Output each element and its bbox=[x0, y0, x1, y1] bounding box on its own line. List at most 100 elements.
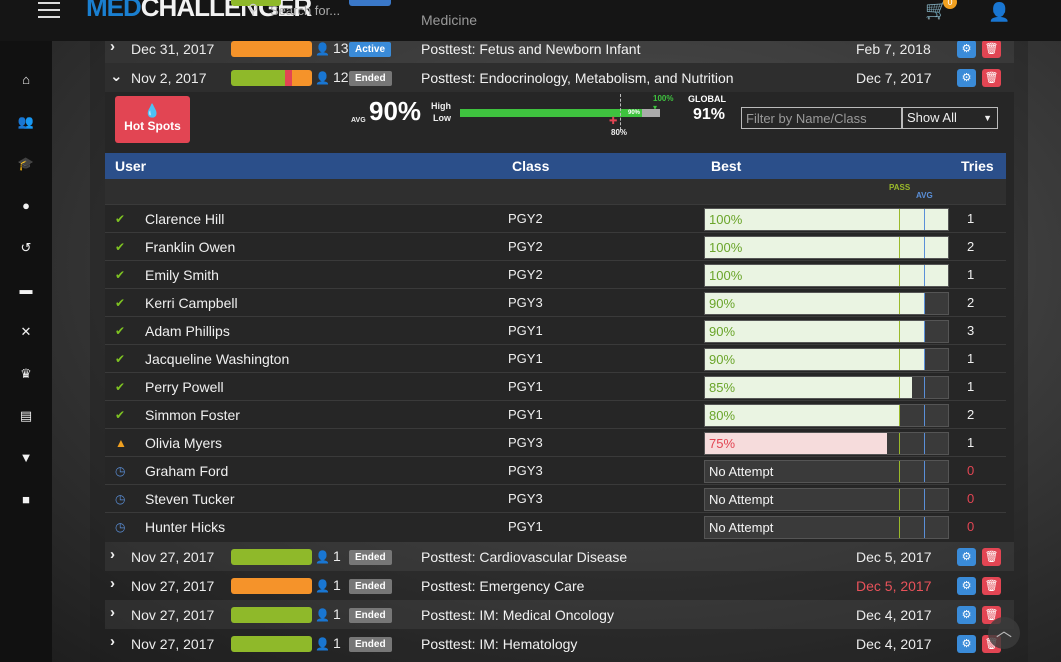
pass-threshold-line bbox=[899, 237, 900, 258]
exam-title[interactable]: Posttest: IM: Medical Oncology bbox=[421, 607, 614, 623]
exam-row[interactable]: › Nov 27, 2017 👤 1 Ended Posttest: IM: Me… bbox=[105, 600, 1014, 629]
user-name[interactable]: Adam Phillips bbox=[145, 323, 230, 339]
exam-row[interactable]: › Nov 27, 2017 👤 1 Ended Posttest: Cardio… bbox=[105, 542, 1014, 571]
delete-trash-button[interactable]: 🗑 bbox=[982, 548, 1001, 566]
user-name[interactable]: Graham Ford bbox=[145, 463, 229, 479]
exam-title[interactable]: Posttest: Fetus and Newborn Infant bbox=[421, 41, 641, 57]
column-user[interactable]: User bbox=[115, 158, 147, 174]
table-row[interactable]: ▲ Olivia Myers PGY3 75% 1 bbox=[105, 428, 1006, 456]
history-icon[interactable]: ↺ bbox=[20, 240, 32, 255]
best-score-bar: No Attempt bbox=[704, 488, 949, 511]
user-account-icon[interactable]: 👤 bbox=[988, 2, 1011, 22]
filter-name-class-input[interactable] bbox=[741, 107, 902, 129]
score-gauge: 90% bbox=[460, 109, 660, 117]
users-icon[interactable]: 👥 bbox=[17, 114, 35, 129]
user-name[interactable]: Olivia Myers bbox=[145, 435, 223, 451]
home-icon[interactable]: ⌂ bbox=[22, 72, 30, 87]
progress-segment bbox=[231, 607, 312, 623]
chevron-right-icon[interactable]: › bbox=[110, 546, 115, 563]
chevron-right-icon[interactable]: › bbox=[110, 604, 115, 621]
exam-due-date: Feb 7, 2018 bbox=[856, 41, 931, 57]
exam-start-date: Nov 27, 2017 bbox=[131, 636, 215, 652]
clipped-row-title: Medicine bbox=[421, 12, 478, 28]
status-badge: Ended bbox=[349, 71, 392, 86]
search-icon[interactable]: ⚲ bbox=[248, 1, 259, 17]
table-row[interactable]: ✔ Franklin Owen PGY2 100% 2 bbox=[105, 232, 1006, 260]
chevron-right-icon[interactable]: › bbox=[110, 38, 115, 55]
table-row[interactable]: ✔ Emily Smith PGY2 100% 1 bbox=[105, 260, 1006, 288]
scroll-to-top-button[interactable]: ︿ bbox=[988, 617, 1020, 649]
participant-count-value: 1 bbox=[332, 606, 341, 622]
table-row[interactable]: ✔ Kerri Campbell PGY3 90% 2 bbox=[105, 288, 1006, 316]
user-name[interactable]: Simmon Foster bbox=[145, 407, 240, 423]
graduation-cap-icon[interactable]: 🎓 bbox=[17, 156, 35, 171]
table-row[interactable]: ◷ Steven Tucker PGY3 No Attempt 0 bbox=[105, 484, 1006, 512]
settings-gear-button[interactable]: ⚙ bbox=[957, 606, 976, 624]
chevron-down-icon[interactable]: ⌄ bbox=[110, 68, 123, 85]
progress-segment bbox=[291, 70, 312, 86]
user-name[interactable]: Kerri Campbell bbox=[145, 295, 238, 311]
exam-title[interactable]: Posttest: Cardiovascular Disease bbox=[421, 549, 628, 565]
user-name[interactable]: Franklin Owen bbox=[145, 239, 236, 255]
delete-trash-button[interactable]: 🗑 bbox=[982, 577, 1001, 595]
exam-start-date: Dec 31, 2017 bbox=[131, 41, 215, 57]
book-icon[interactable]: ▬ bbox=[19, 282, 33, 297]
user-name[interactable]: Jacqueline Washington bbox=[145, 351, 290, 367]
exam-progress-bar bbox=[231, 607, 312, 623]
column-class[interactable]: Class bbox=[512, 158, 550, 174]
newspaper-icon[interactable]: ▤ bbox=[19, 408, 33, 423]
tools-icon[interactable]: ✕ bbox=[20, 324, 32, 339]
show-filter-select[interactable]: Show All ▼ bbox=[902, 107, 998, 129]
user-secret-icon[interactable]: ● bbox=[22, 198, 30, 213]
delete-trash-button[interactable]: 🗑 bbox=[982, 69, 1001, 87]
trophy-icon[interactable]: ♛ bbox=[20, 366, 32, 381]
ambulance-icon[interactable]: ■ bbox=[22, 492, 30, 507]
exam-start-date: Nov 27, 2017 bbox=[131, 549, 215, 565]
settings-gear-button[interactable]: ⚙ bbox=[957, 69, 976, 87]
shopping-cart-icon[interactable]: ▼ bbox=[19, 450, 33, 465]
column-best[interactable]: Best bbox=[711, 158, 742, 174]
user-icon: 👤 bbox=[315, 42, 330, 56]
participant-count: 👤 12 bbox=[315, 69, 349, 85]
settings-gear-button[interactable]: ⚙ bbox=[957, 577, 976, 595]
settings-gear-button[interactable]: ⚙ bbox=[957, 40, 976, 58]
participant-count-value: 1 bbox=[332, 548, 341, 564]
tries-count: 0 bbox=[967, 463, 975, 478]
cart-icon[interactable]: 🛒 bbox=[925, 0, 948, 20]
table-row[interactable]: ✔ Simmon Foster PGY1 80% 2 bbox=[105, 400, 1006, 428]
table-row[interactable]: ✔ Clarence Hill PGY2 100% 1 bbox=[105, 204, 1006, 232]
table-row[interactable]: ✔ Perry Powell PGY1 85% 1 bbox=[105, 372, 1006, 400]
user-icon: 👤 bbox=[315, 608, 330, 622]
menu-icon[interactable] bbox=[38, 2, 60, 23]
table-row[interactable]: ◷ Hunter Hicks PGY1 No Attempt 0 bbox=[105, 512, 1006, 540]
best-score-value: 75% bbox=[709, 436, 736, 451]
table-row[interactable]: ✔ Adam Phillips PGY1 90% 3 bbox=[105, 316, 1006, 344]
user-name[interactable]: Perry Powell bbox=[145, 379, 224, 395]
chevron-right-icon[interactable]: › bbox=[110, 633, 115, 650]
user-class: PGY2 bbox=[508, 267, 543, 282]
user-name[interactable]: Hunter Hicks bbox=[145, 519, 226, 535]
user-name[interactable]: Steven Tucker bbox=[145, 491, 235, 507]
user-name[interactable]: Clarence Hill bbox=[145, 211, 225, 227]
settings-gear-button[interactable]: ⚙ bbox=[957, 548, 976, 566]
hot-spots-button[interactable]: 💧 Hot Spots bbox=[115, 96, 190, 143]
hot-spots-label: Hot Spots bbox=[124, 119, 181, 133]
delete-trash-button[interactable]: 🗑 bbox=[982, 40, 1001, 58]
table-row[interactable]: ◷ Graham Ford PGY3 No Attempt 0 bbox=[105, 456, 1006, 484]
high-label: High bbox=[431, 101, 451, 111]
column-tries[interactable]: Tries bbox=[961, 158, 994, 174]
exam-row[interactable]: › Nov 27, 2017 👤 1 Ended Posttest: Emerge… bbox=[105, 571, 1014, 600]
exam-title[interactable]: Posttest: IM: Hematology bbox=[421, 636, 578, 652]
pass-threshold-line bbox=[899, 349, 900, 370]
settings-gear-button[interactable]: ⚙ bbox=[957, 635, 976, 653]
table-row[interactable]: ✔ Jacqueline Washington PGY1 90% 1 bbox=[105, 344, 1006, 372]
exam-row[interactable]: › Nov 27, 2017 👤 1 Ended Posttest: IM: He… bbox=[105, 629, 1014, 658]
exam-row[interactable]: ⌄ Nov 2, 2017 👤 12 Ended Posttest: Endocr… bbox=[105, 63, 1014, 92]
user-name[interactable]: Emily Smith bbox=[145, 267, 219, 283]
pass-threshold-line bbox=[899, 293, 900, 314]
exam-title[interactable]: Posttest: Endocrinology, Metabolism, and… bbox=[421, 70, 734, 86]
participant-count: 👤 1 bbox=[315, 548, 341, 564]
chevron-right-icon[interactable]: › bbox=[110, 575, 115, 592]
exam-title[interactable]: Posttest: Emergency Care bbox=[421, 578, 585, 594]
average-line bbox=[924, 293, 925, 314]
